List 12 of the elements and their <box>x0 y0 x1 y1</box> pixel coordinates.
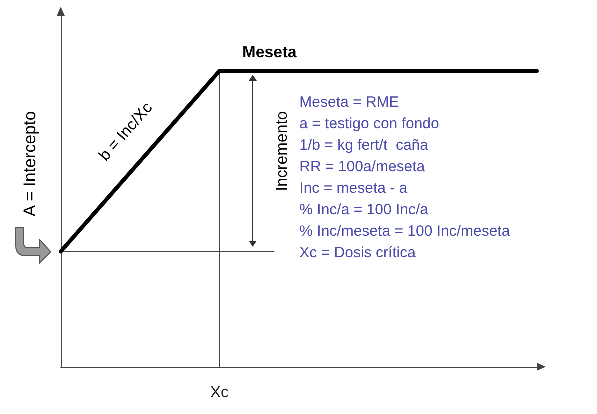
annotation: Inc = meseta - a <box>300 180 408 198</box>
annotation: % Inc/a = 100 Inc/a <box>300 202 430 219</box>
annotation: 1/b = kg fert/t caña <box>300 137 430 154</box>
annotation: a = testigo con fondo <box>300 116 440 133</box>
text: Xc <box>210 384 230 402</box>
annotation: Incremento <box>274 111 292 192</box>
text: A = Intercepto <box>20 111 40 217</box>
annotation: Meseta = RME <box>300 94 400 112</box>
text: Meseta <box>242 44 297 62</box>
annotation: RR = 100a/meseta <box>300 158 426 176</box>
annotation: Xc = Dosis crítica <box>300 244 417 262</box>
annotation: % Inc/meseta = 100 Inc/meseta <box>300 223 511 240</box>
